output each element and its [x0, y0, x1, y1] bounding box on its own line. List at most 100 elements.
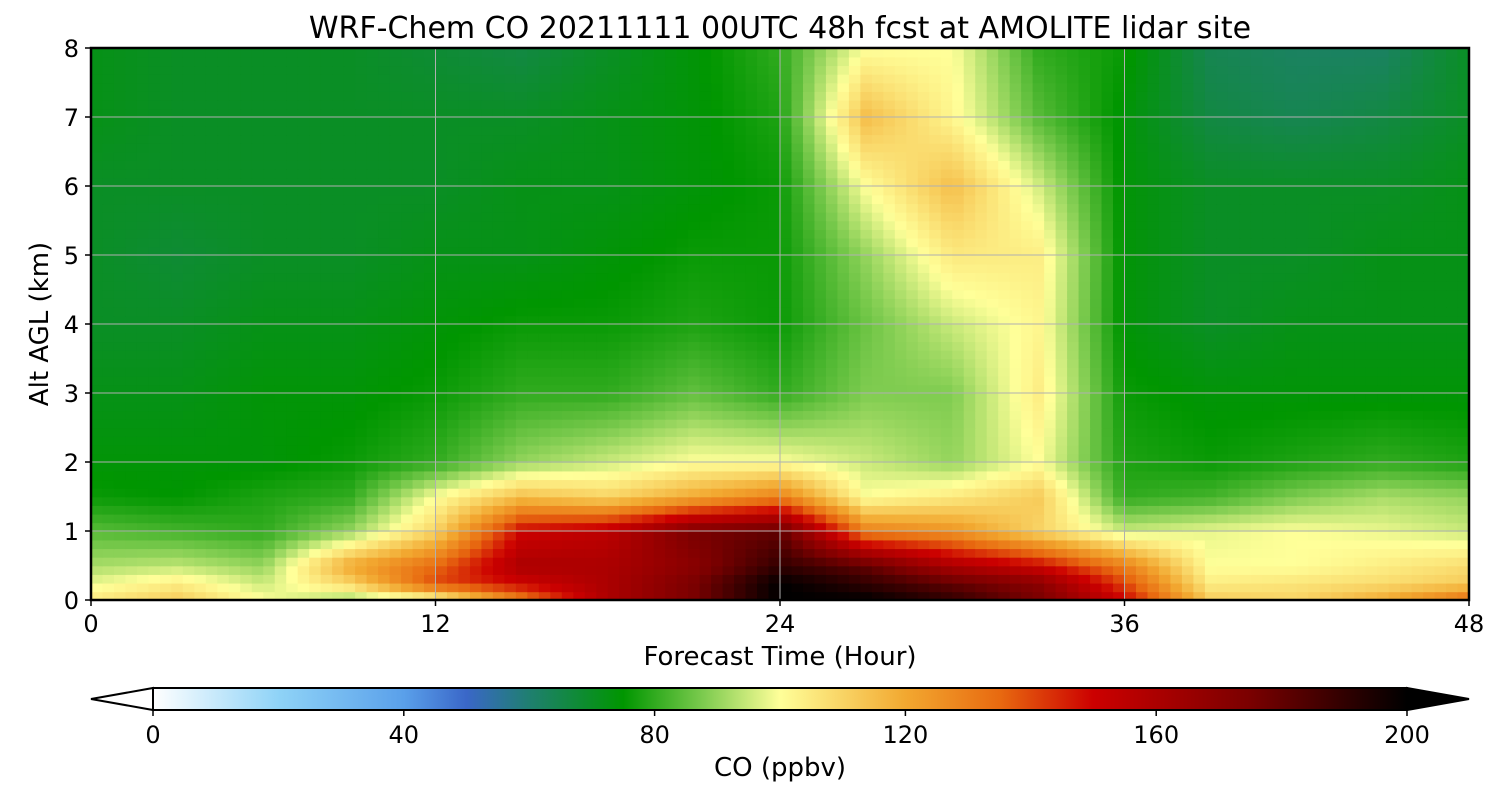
field-cell: [343, 444, 356, 455]
field-cell: [378, 582, 391, 593]
field-cell: [148, 479, 161, 489]
field-cell: [1090, 496, 1103, 506]
field-cell: [504, 548, 517, 558]
field-cell: [665, 582, 678, 593]
field-cell: [860, 255, 873, 265]
field-cell: [1090, 418, 1103, 429]
field-cell: [963, 332, 977, 343]
field-cell: [527, 453, 540, 463]
field-cell: [584, 418, 598, 429]
field-cell: [940, 367, 954, 377]
field-cell: [1296, 315, 1310, 325]
field-cell: [952, 444, 965, 455]
field-cell: [228, 522, 242, 532]
field-cell: [1181, 462, 1195, 472]
field-cell: [975, 436, 988, 446]
field-cell: [1216, 401, 1229, 412]
field-cell: [1411, 401, 1424, 412]
field-cell: [309, 393, 322, 403]
field-cell: [424, 280, 437, 291]
field-cell: [366, 349, 379, 360]
field-cell: [492, 289, 506, 299]
field-cell: [1021, 522, 1034, 532]
field-cell: [125, 410, 138, 420]
field-cell: [1204, 462, 1218, 472]
field-cell: [986, 453, 999, 463]
field-cell: [1446, 324, 1459, 334]
field-cell: [940, 539, 954, 550]
field-cell: [1250, 246, 1264, 256]
field-cell: [906, 401, 919, 412]
field-cell: [527, 496, 540, 506]
field-cell: [1113, 375, 1126, 386]
field-cell: [446, 453, 460, 463]
field-cell: [607, 574, 621, 584]
field-cell: [469, 272, 483, 282]
field-cell: [401, 246, 414, 256]
field-cell: [1032, 582, 1045, 593]
field-cell: [906, 582, 919, 593]
field-cell: [1055, 298, 1068, 308]
field-cell: [1078, 556, 1091, 567]
field-cell: [1423, 574, 1436, 584]
field-cell: [309, 367, 322, 377]
field-cell: [113, 513, 127, 524]
field-cell: [1170, 280, 1183, 291]
field-cell: [573, 358, 586, 368]
field-cell: [550, 565, 563, 575]
field-cell: [515, 556, 529, 567]
field-cell: [894, 324, 908, 334]
field-cell: [688, 513, 701, 524]
field-cell: [1067, 246, 1080, 256]
field-cell: [1158, 298, 1172, 308]
field-cell: [113, 531, 127, 541]
field-cell: [1090, 556, 1103, 567]
field-cell: [894, 341, 908, 351]
field-cell: [102, 341, 115, 351]
field-cell: [699, 410, 712, 420]
field-cell: [883, 418, 896, 429]
field-cell: [1193, 298, 1206, 308]
field-cell: [676, 349, 689, 360]
field-cell: [998, 393, 1011, 403]
field-cell: [940, 479, 954, 489]
field-cell: [205, 237, 219, 248]
field-cell: [573, 410, 586, 420]
field-cell: [1227, 418, 1241, 429]
field-cell: [1365, 556, 1378, 567]
field-cell: [1113, 246, 1126, 256]
field-cell: [1181, 565, 1195, 575]
field-cell: [297, 246, 310, 256]
field-cell: [469, 548, 483, 558]
field-cell: [136, 332, 150, 343]
field-cell: [1055, 513, 1068, 524]
field-cell: [699, 513, 712, 524]
field-cell: [929, 324, 942, 334]
field-cell: [286, 393, 299, 403]
field-cell: [401, 565, 414, 575]
field-cell: [1296, 263, 1310, 274]
field-cell: [757, 272, 770, 282]
field-cell: [1090, 539, 1103, 550]
field-cell: [1078, 539, 1091, 550]
field-cell: [1446, 470, 1459, 481]
field-cell: [1273, 401, 1287, 412]
field-cell: [378, 272, 391, 282]
field-cell: [389, 539, 402, 550]
field-cell: [676, 470, 689, 481]
field-cell: [481, 453, 494, 463]
field-cell: [205, 574, 219, 584]
field-cell: [251, 315, 265, 325]
field-cell: [642, 418, 655, 429]
field-cell: [378, 263, 391, 274]
field-cell: [1400, 263, 1413, 274]
field-cell: [366, 418, 379, 429]
field-cell: [194, 246, 207, 256]
field-cell: [159, 341, 173, 351]
field-cell: [940, 272, 954, 282]
field-cell: [1354, 358, 1367, 368]
field-cell: [780, 565, 793, 575]
field-cell: [355, 298, 368, 308]
field-cell: [1423, 246, 1436, 256]
field-cell: [125, 298, 138, 308]
